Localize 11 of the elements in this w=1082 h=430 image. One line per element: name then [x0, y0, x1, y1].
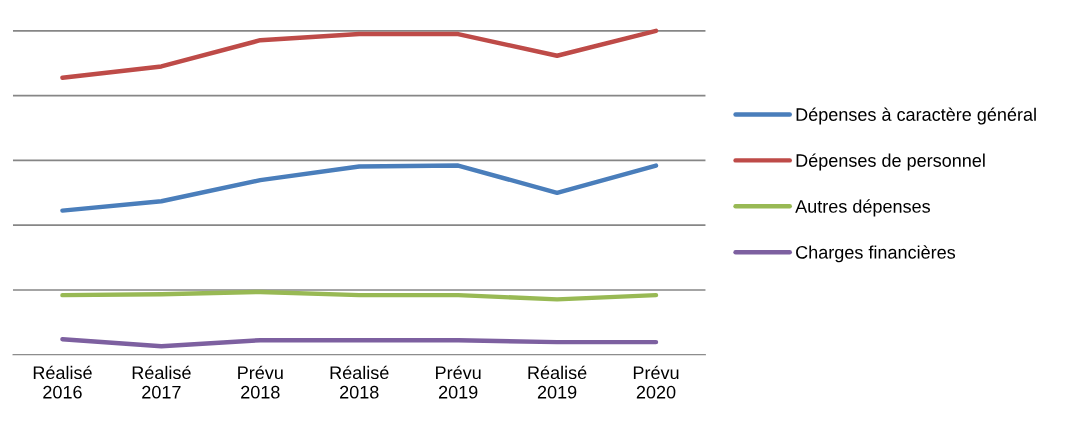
x-tick-label: Réalisé 2017: [132, 365, 191, 399]
legend-label: Charges financières: [796, 245, 956, 263]
x-tick-label: Réalisé 2019: [528, 365, 587, 399]
legend-label: Dépenses à caractère général: [796, 107, 1036, 125]
legend-label: Autres dépenses: [795, 199, 930, 217]
x-tick-label: Prévu 2019: [436, 365, 481, 399]
x-tick-label: Prévu 2018: [238, 365, 283, 399]
legend-label: Dépenses de personnel: [796, 153, 985, 171]
x-tick-label: Réalisé 2018: [330, 365, 389, 399]
x-tick-label: Réalisé 2016: [33, 365, 92, 399]
x-tick-label: Prévu 2020: [633, 365, 679, 399]
